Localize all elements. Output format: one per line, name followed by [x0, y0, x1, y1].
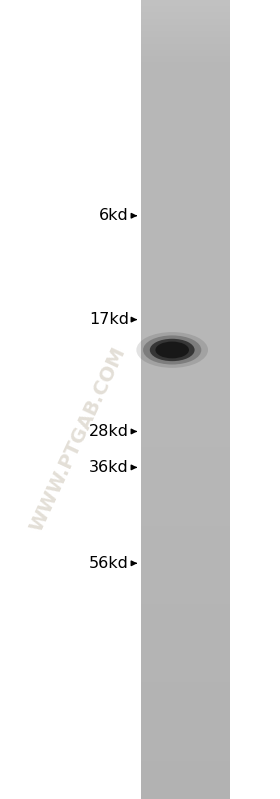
Ellipse shape [155, 342, 189, 358]
Text: WWW.PTGAB.COM: WWW.PTGAB.COM [27, 344, 130, 535]
Text: 56kd: 56kd [89, 556, 129, 570]
Ellipse shape [150, 339, 195, 361]
Text: 6kd: 6kd [99, 209, 129, 223]
Ellipse shape [143, 336, 201, 364]
Text: 17kd: 17kd [89, 312, 129, 327]
Text: 36kd: 36kd [89, 460, 129, 475]
Text: 28kd: 28kd [89, 424, 129, 439]
Ellipse shape [136, 332, 208, 368]
